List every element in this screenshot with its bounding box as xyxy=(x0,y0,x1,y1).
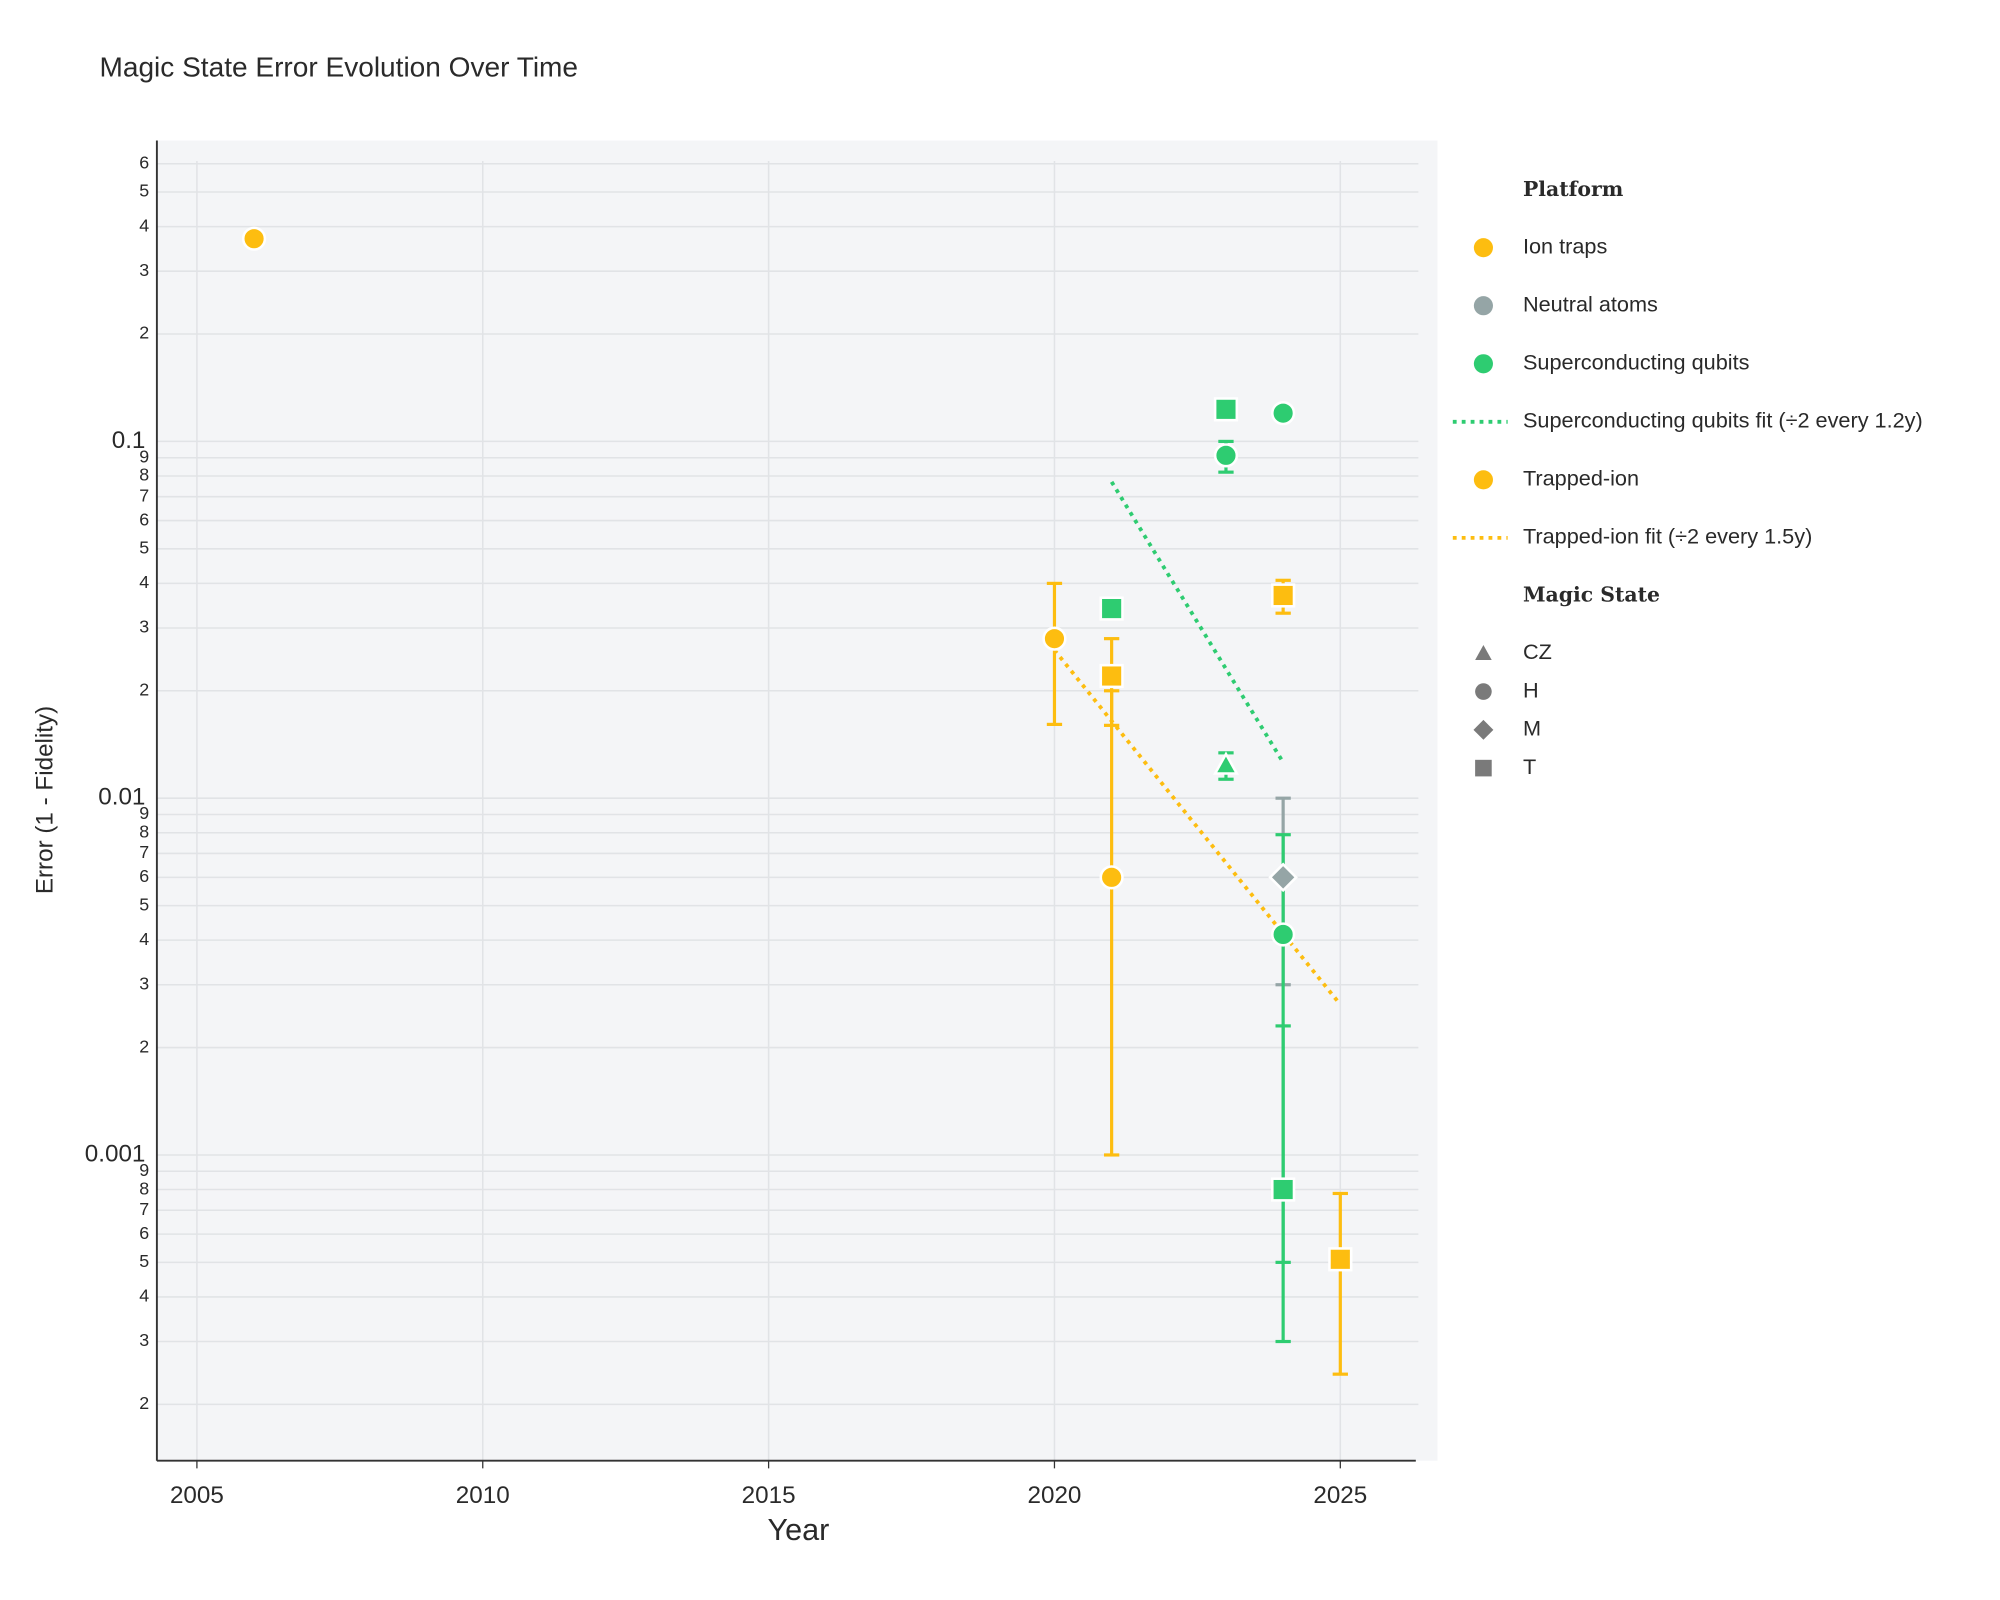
legend-label: Superconducting qubits xyxy=(1523,350,1750,375)
marker xyxy=(1213,397,1239,422)
legend-label: Neutral atoms xyxy=(1523,291,1658,316)
y-tick-label: 5 xyxy=(139,1251,149,1271)
y-tick-label: 6 xyxy=(139,1223,149,1243)
marker xyxy=(1271,583,1296,608)
y-tick-label: 9 xyxy=(139,1160,149,1180)
y-tick-label: 0.001 xyxy=(85,1140,146,1167)
y-tick-label: 7 xyxy=(139,1199,149,1219)
legend-swatch xyxy=(1473,470,1493,490)
y-tick-label: 9 xyxy=(139,803,149,823)
legend-label: H xyxy=(1523,677,1539,702)
marker xyxy=(1475,683,1492,700)
marker xyxy=(1099,865,1124,890)
y-tick-label: 2 xyxy=(139,323,149,343)
legend: Platform Ion traps Neutral atoms Supercondu… xyxy=(1452,177,1923,779)
y-tick-label: 2 xyxy=(139,680,149,700)
y-tick-label: 5 xyxy=(139,538,149,558)
x-tick-label: 2005 xyxy=(170,1482,224,1509)
fit-line xyxy=(1109,480,1285,764)
marker xyxy=(1213,443,1239,468)
legend-label: Superconducting qubits fit (÷2 every 1.2… xyxy=(1523,408,1923,433)
y-tick-label: 6 xyxy=(139,866,149,886)
y-tick-label: 8 xyxy=(139,465,149,485)
y-tick-label: 7 xyxy=(139,485,149,505)
plot-area xyxy=(156,140,1438,1461)
legend-swatch xyxy=(1473,238,1493,258)
y-tick-label: 0.01 xyxy=(98,784,145,811)
marks xyxy=(241,226,1353,1376)
legend-title: Platform xyxy=(1523,177,1624,201)
y-axis-label: Error (1 - Fidelity) xyxy=(31,706,58,894)
marker xyxy=(241,226,267,251)
y-tick-label: 3 xyxy=(139,260,149,280)
y-tick-label: 7 xyxy=(139,842,149,862)
marker xyxy=(1473,719,1494,740)
error-bar xyxy=(1332,1191,1348,1376)
marker xyxy=(1099,596,1124,621)
legend-label: Ion traps xyxy=(1523,233,1607,258)
y-tick-label: 4 xyxy=(139,215,149,235)
y-tick-label: 5 xyxy=(139,894,149,914)
legend-swatch xyxy=(1473,354,1493,374)
legend-title: Magic State xyxy=(1523,582,1660,606)
marker xyxy=(1268,862,1298,893)
y-tick-label: 6 xyxy=(139,509,149,529)
y-tick-label: 8 xyxy=(139,821,149,841)
x-tick-label: 2020 xyxy=(1028,1482,1082,1509)
y-tick-label: 4 xyxy=(139,929,149,949)
marker xyxy=(1271,922,1296,947)
y-tick-label: 9 xyxy=(139,446,149,466)
y-tick-label: 2 xyxy=(139,1393,149,1413)
x-tick-label: 2010 xyxy=(456,1482,510,1509)
error-bar xyxy=(1103,689,1120,1157)
y-tick-label: 3 xyxy=(139,617,149,637)
chart-title: Magic State Error Evolution Over Time xyxy=(99,52,578,83)
marker xyxy=(1042,626,1067,651)
marker xyxy=(1271,401,1296,426)
x-tick-label: 2015 xyxy=(742,1482,796,1509)
marker xyxy=(1099,663,1124,689)
legend-swatch xyxy=(1473,296,1493,316)
y-tick-label: 0.1 xyxy=(112,427,146,454)
legend-label: T xyxy=(1523,754,1536,779)
legend-label: Trapped-ion fit (÷2 every 1.5y) xyxy=(1523,524,1812,549)
x-axis-label: Year xyxy=(768,1513,830,1547)
y-tick-label: 5 xyxy=(139,181,149,201)
y-tick-label: 3 xyxy=(139,973,149,993)
legend-label: Trapped-ion xyxy=(1523,466,1639,491)
marker xyxy=(1475,645,1492,660)
marker xyxy=(1328,1247,1353,1272)
legend-label: M xyxy=(1523,716,1541,741)
y-tick-label: 4 xyxy=(139,572,149,592)
error-bar xyxy=(1046,581,1063,726)
x-tick-label: 2025 xyxy=(1313,1482,1367,1509)
y-tick-label: 2 xyxy=(139,1036,149,1056)
y-tick-label: 3 xyxy=(139,1330,149,1350)
marker xyxy=(1212,751,1239,775)
y-tick-label: 6 xyxy=(139,152,149,172)
marker xyxy=(1475,759,1492,777)
y-tick-label: 4 xyxy=(139,1286,149,1306)
y-tick-label: 8 xyxy=(139,1178,149,1198)
marker xyxy=(1271,1177,1296,1202)
legend-label: CZ xyxy=(1523,639,1552,664)
